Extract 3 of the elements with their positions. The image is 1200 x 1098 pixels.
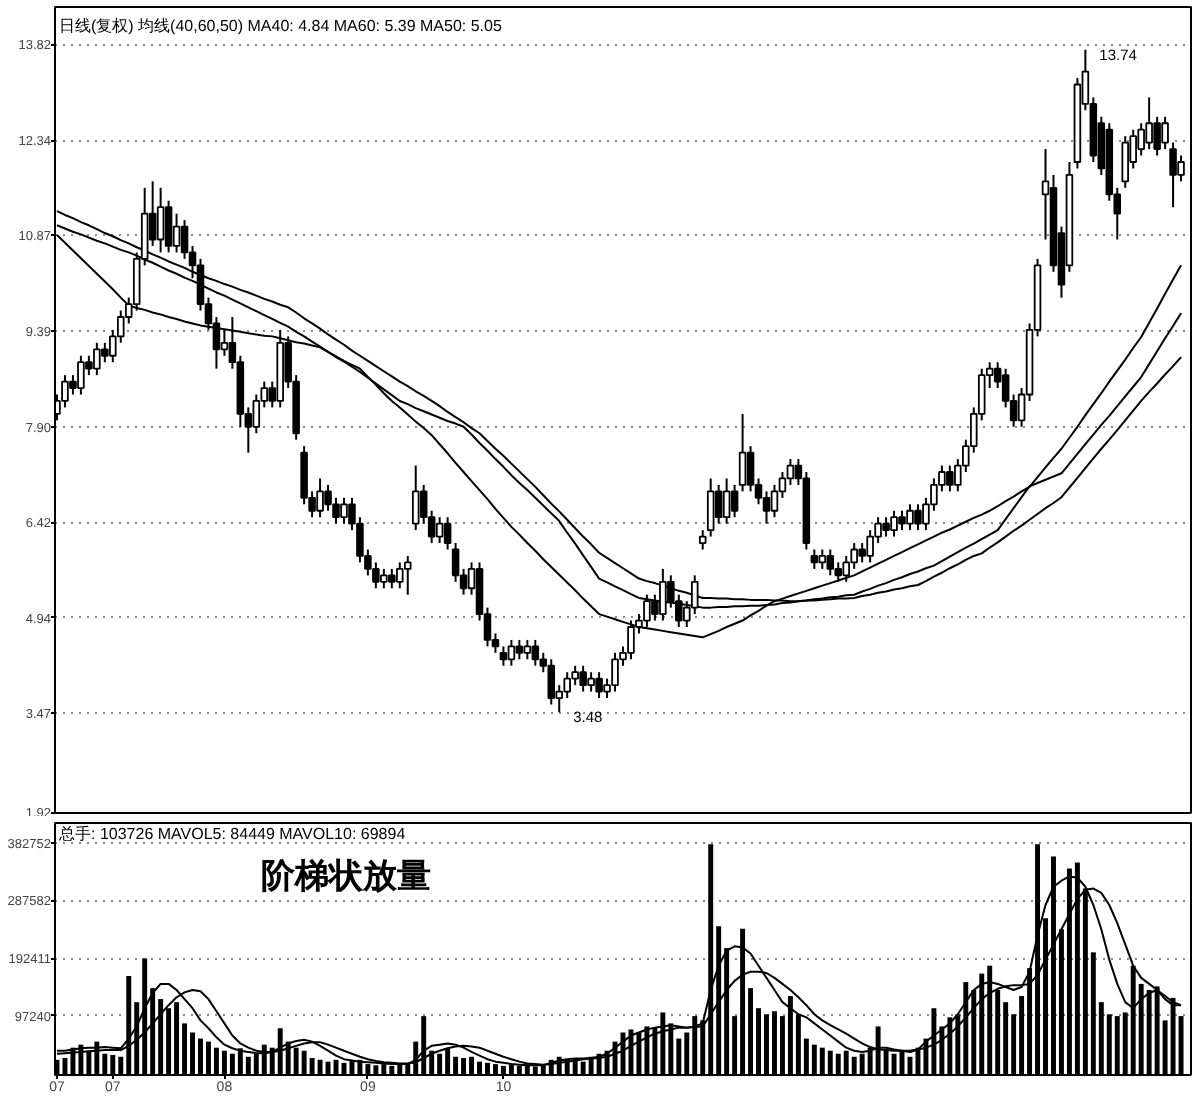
chart-title: 总手: 103726 MAVOL5: 84449 MAVOL10: 69894	[57, 825, 407, 843]
annotation: 阶梯状放量	[261, 857, 431, 895]
text: 日线(复权) 均线(40,60,50) MA40: 4.84 MA60: 5.39 MA50: 5.05	[59, 17, 503, 35]
